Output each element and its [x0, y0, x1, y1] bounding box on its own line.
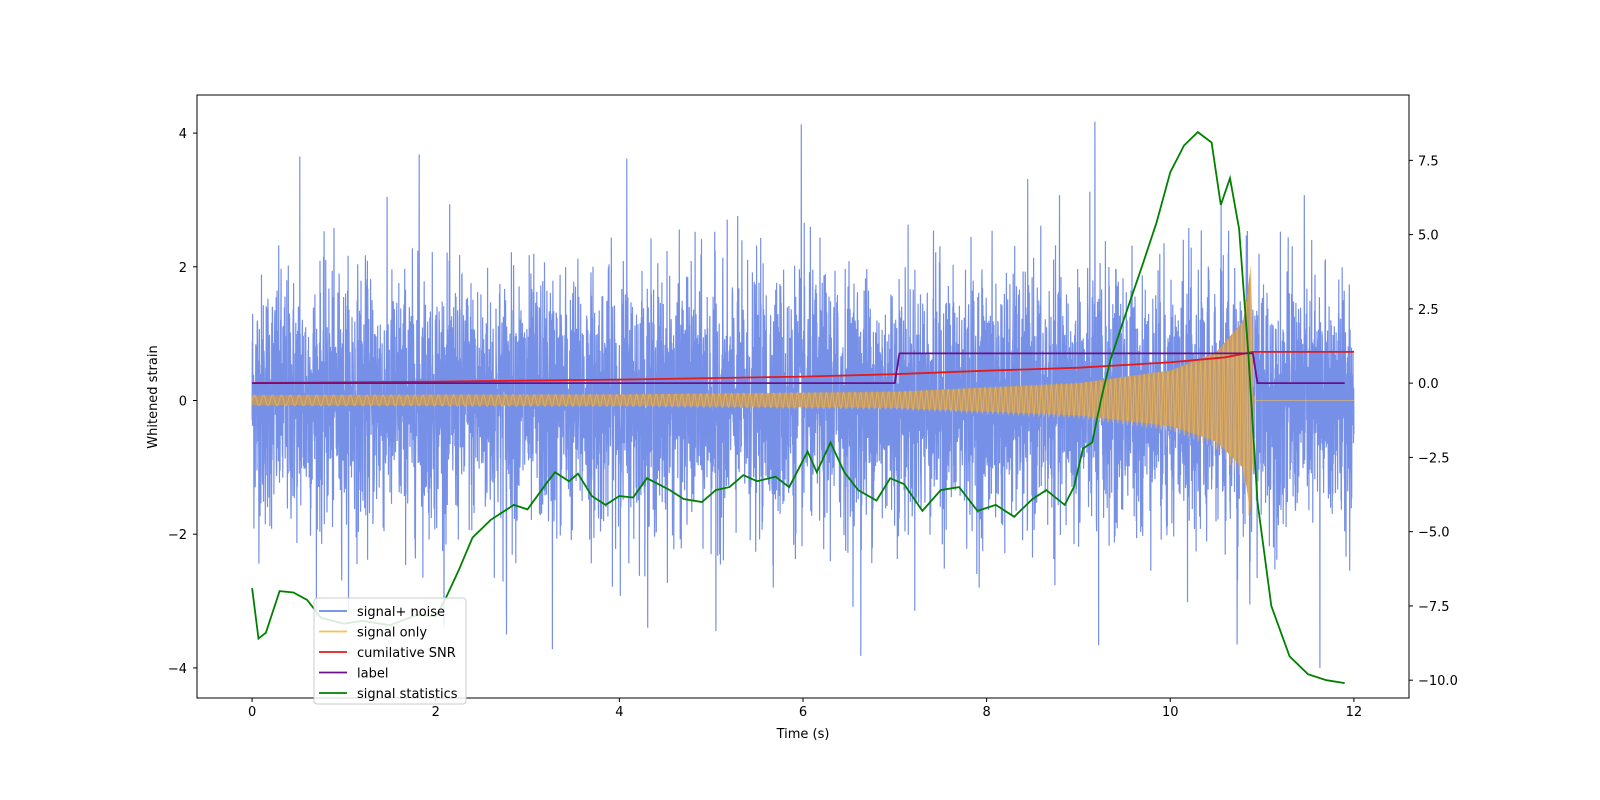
series-signal-statistics: [251, 130, 1345, 684]
series-signal-only-envelope: [252, 268, 1253, 513]
y2-tick-label: −2.5: [1418, 451, 1450, 466]
x-tick-label: 8: [982, 705, 990, 720]
x-tick-label: 6: [799, 705, 807, 720]
x-tick-label: 0: [248, 705, 256, 720]
y-tick-label: −2: [168, 528, 187, 543]
legend: signal+ noise signal only cumilative SNR la…: [313, 597, 467, 705]
legend-box: [313, 597, 467, 705]
y-tick-label: 2: [179, 261, 187, 276]
legend-label: signal statistics: [357, 687, 458, 702]
y2-tick-label: 5.0: [1418, 229, 1439, 244]
y-tick-label: 4: [179, 127, 187, 142]
y2-tick-label: −7.5: [1418, 600, 1450, 615]
x-axis-label: Time (s): [776, 727, 830, 742]
x-tick-label: 10: [1162, 705, 1179, 720]
y-tick-label: 0: [179, 395, 187, 410]
series-cumilative-snr: [252, 351, 1354, 384]
y2-tick-label: −10.0: [1418, 674, 1458, 689]
legend-label: signal+ noise: [357, 605, 445, 620]
plot-area: [251, 121, 1355, 684]
series-label: [252, 352, 1345, 384]
y2-tick-label: 0.0: [1418, 377, 1439, 392]
x-tick-label: 12: [1346, 705, 1363, 720]
y2-tick-label: −5.0: [1418, 526, 1450, 541]
y2-tick-label: 2.5: [1418, 303, 1439, 318]
legend-label: signal only: [357, 626, 427, 641]
series-signal-only: [251, 266, 1354, 516]
legend-label: cumilative SNR: [357, 646, 456, 661]
y-tick-label: −4: [168, 662, 187, 677]
y-axis-label: Whitened strain: [146, 345, 161, 448]
y2-tick-label: 7.5: [1418, 154, 1439, 169]
x-tick-label: 4: [615, 705, 623, 720]
legend-label: label: [357, 667, 388, 682]
x-tick-label: 2: [432, 705, 440, 720]
axes: 0 2 4 6 8 10 12 −4 −2 0 2 4 −10.0 −7.5 −5.0 −2.5 0.0 2.5 5…: [168, 127, 1458, 720]
